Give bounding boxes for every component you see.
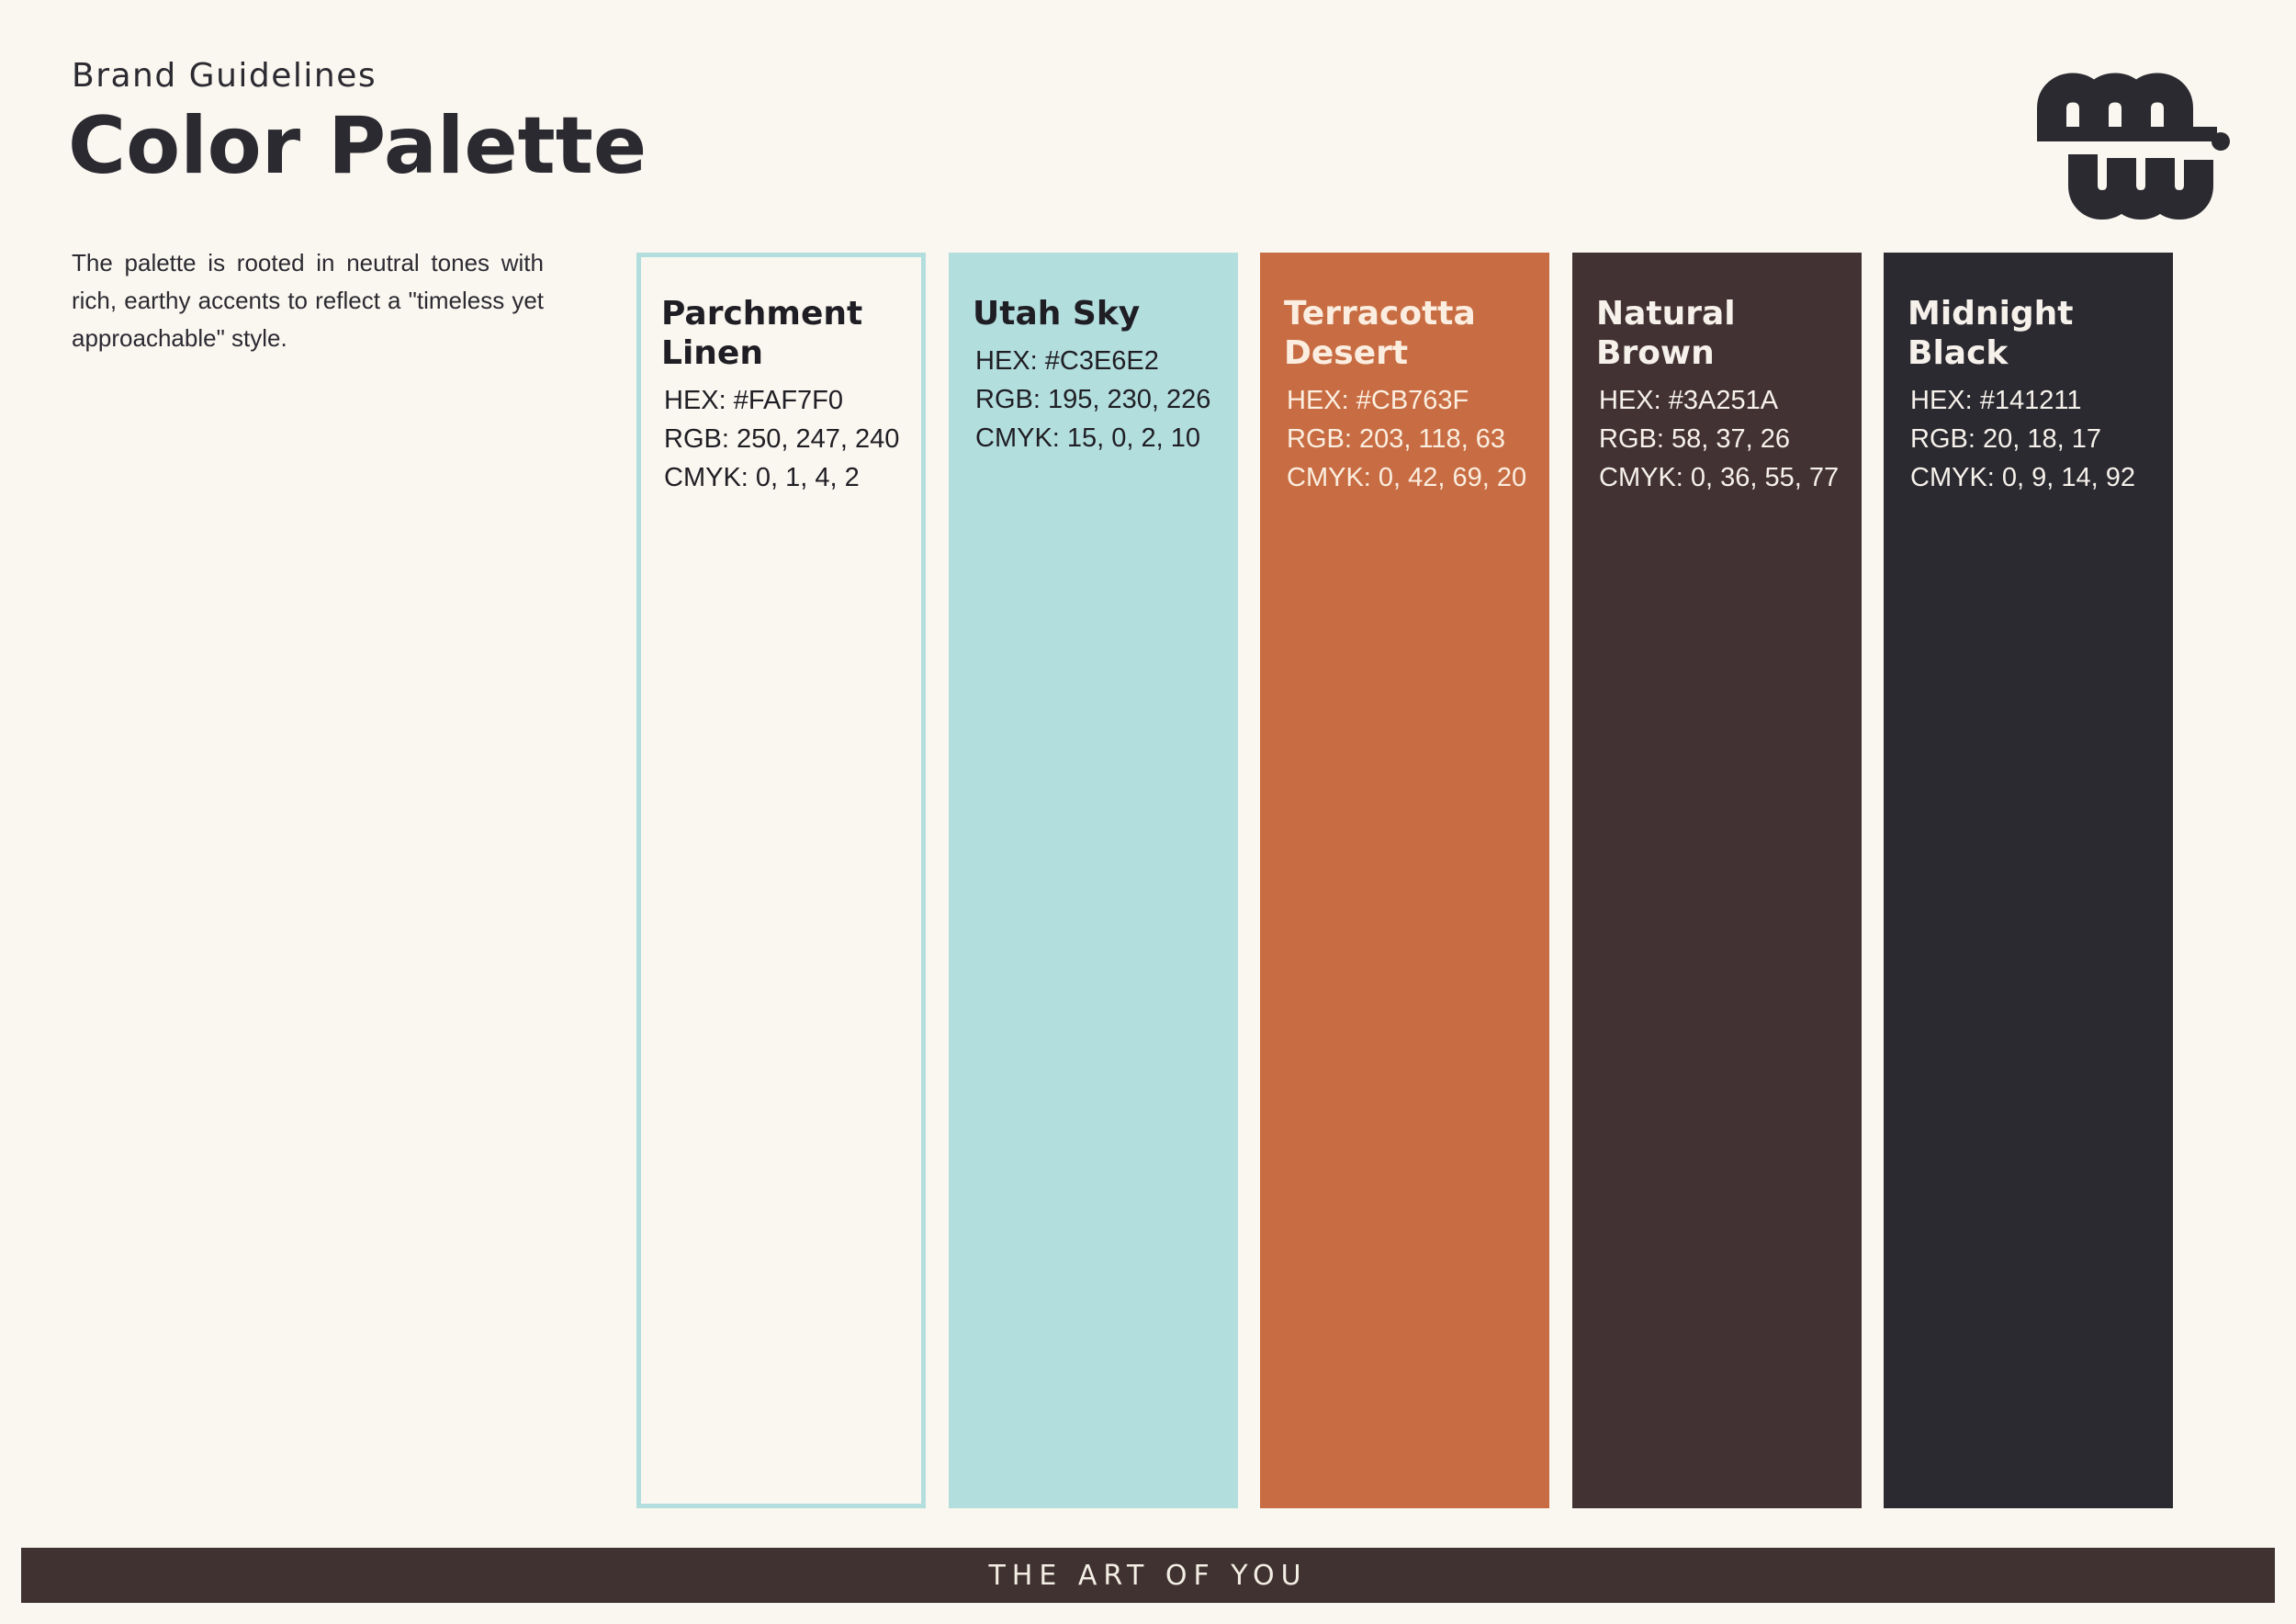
swatch-hex: HEX: #C3E6E2	[975, 346, 1159, 376]
swatch-rgb: RGB: 20, 18, 17	[1910, 424, 2101, 454]
footer-banner: THE ART OF YOU	[21, 1548, 2275, 1603]
swatch-hex: HEX: #CB763F	[1287, 386, 1469, 415]
swatch-hex: HEX: #3A251A	[1599, 386, 1779, 415]
swatch-name: Terracotta Desert	[1284, 295, 1476, 372]
swatch-hex: HEX: #FAF7F0	[664, 386, 844, 415]
swatch-cmyk: CMYK: 0, 1, 4, 2	[664, 463, 860, 492]
swatch-name: Natural Brown	[1596, 295, 1736, 372]
swatch-name: Midnight Black	[1908, 295, 2074, 372]
page-title: Color Palette	[68, 100, 647, 192]
intro-paragraph: The palette is rooted in neutral tones w…	[72, 249, 544, 352]
swatch-hex: HEX: #141211	[1910, 386, 2082, 415]
swatch-name: Utah Sky	[973, 295, 1141, 333]
footer-tagline: THE ART OF YOU	[988, 1559, 1308, 1592]
swatch-rgb: RGB: 203, 118, 63	[1287, 424, 1506, 454]
swatch-name: Parchment Linen	[661, 295, 863, 372]
swatch-terracotta-desert: Terracotta Desert HEX: #CB763F RGB: 203,…	[1260, 253, 1549, 1508]
swatch-cmyk: CMYK: 15, 0, 2, 10	[975, 423, 1201, 453]
swatch-natural-brown: Natural Brown HEX: #3A251A RGB: 58, 37, …	[1572, 253, 1862, 1508]
swatch-cmyk: CMYK: 0, 36, 55, 77	[1599, 463, 1840, 492]
swatch-utah-sky: Utah Sky HEX: #C3E6E2 RGB: 195, 230, 226…	[949, 253, 1238, 1508]
swatch-rgb: RGB: 195, 230, 226	[975, 385, 1211, 414]
mw-monogram-logo-icon	[2037, 73, 2234, 220]
swatch-cmyk: CMYK: 0, 42, 69, 20	[1287, 463, 1527, 492]
swatch-midnight-black: Midnight Black HEX: #141211 RGB: 20, 18,…	[1884, 253, 2173, 1508]
swatch-parchment-linen: Parchment Linen HEX: #FAF7F0 RGB: 250, 2…	[636, 253, 926, 1508]
swatch-rgb: RGB: 58, 37, 26	[1599, 424, 1790, 454]
eyebrow-label: Brand Guidelines	[72, 57, 377, 95]
swatch-rgb: RGB: 250, 247, 240	[664, 424, 900, 454]
swatch-cmyk: CMYK: 0, 9, 14, 92	[1910, 463, 2136, 492]
